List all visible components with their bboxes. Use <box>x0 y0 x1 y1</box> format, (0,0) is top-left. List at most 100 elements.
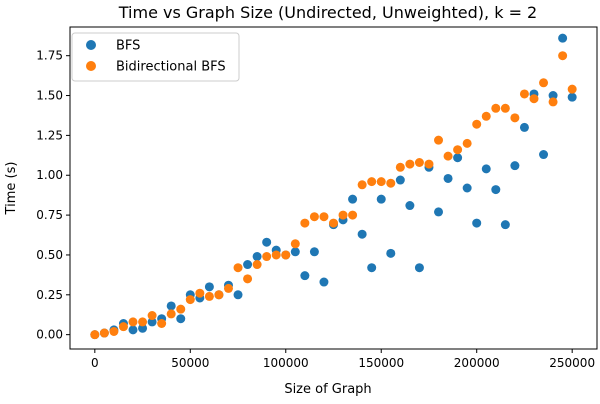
bfs-point <box>539 150 549 160</box>
y-tick-label: 1.50 <box>36 89 63 103</box>
legend-bidirectional-bfs-marker <box>86 61 96 71</box>
bidirectional-bfs-point <box>338 210 348 220</box>
bidirectional-bfs-point <box>204 291 214 301</box>
bidirectional-bfs-point <box>319 212 329 222</box>
bidirectional-bfs-point <box>395 162 405 172</box>
bfs-point <box>357 229 367 239</box>
bidirectional-bfs-point <box>558 51 568 61</box>
bidirectional-bfs-point <box>138 317 148 327</box>
bidirectional-bfs-point <box>329 218 338 228</box>
x-tick-label: 100000 <box>263 356 309 370</box>
x-tick-label: 0 <box>91 356 99 370</box>
bidirectional-bfs-point <box>519 89 529 99</box>
bfs-point <box>300 271 310 281</box>
bfs-point <box>166 301 176 311</box>
bidirectional-bfs-point <box>529 94 539 104</box>
bidirectional-bfs-point <box>348 210 358 220</box>
bidirectional-bfs-point <box>90 330 100 340</box>
legend-bfs-label: BFS <box>116 39 140 54</box>
bidirectional-bfs-point <box>176 304 186 314</box>
bfs-point <box>519 122 529 132</box>
bfs-point <box>233 290 243 300</box>
y-tick-label: 0.50 <box>36 248 63 262</box>
bfs-point <box>367 263 377 273</box>
axes-frame <box>69 26 598 350</box>
bfs-point <box>434 207 444 217</box>
bfs-point <box>548 91 558 101</box>
legend-bfs-marker <box>86 40 96 50</box>
bidirectional-bfs-point <box>472 119 482 129</box>
x-tick-label: 200000 <box>454 356 500 370</box>
bfs-point <box>252 252 262 262</box>
x-axis-label: Size of Graph <box>284 382 371 397</box>
bfs-point <box>472 218 482 228</box>
legend-bidirectional-bfs-label: Bidirectional BFS <box>116 60 226 75</box>
bfs-point <box>176 314 186 324</box>
bidirectional-bfs-point <box>271 250 281 260</box>
bidirectional-bfs-point <box>147 311 157 321</box>
bidirectional-bfs-point <box>128 317 138 327</box>
y-tick-label: 1.25 <box>36 128 63 142</box>
bfs-point <box>481 164 491 174</box>
bfs-point <box>453 153 463 163</box>
bidirectional-bfs-point <box>281 250 291 260</box>
bidirectional-bfs-point <box>567 84 577 94</box>
bidirectional-bfs-point <box>109 326 119 336</box>
legend: BFS Bidirectional BFS <box>71 32 240 82</box>
bfs-point <box>567 92 577 102</box>
bfs-point <box>510 161 520 171</box>
bfs-point <box>500 220 510 230</box>
plot-area: 0 50000 100000 150000 200000 250000 0.00 0.25 0.… <box>36 26 598 370</box>
bidirectional-bfs-point <box>367 177 377 187</box>
bfs-point <box>204 282 214 292</box>
y-tick-label: 0.75 <box>36 208 63 222</box>
bidirectional-bfs-point <box>252 260 262 270</box>
bfs-point <box>386 248 396 258</box>
bidirectional-bfs-point <box>223 283 233 293</box>
bidirectional-bfs-point <box>424 159 434 169</box>
bfs-point <box>395 175 405 185</box>
bidirectional-bfs-point <box>300 218 310 228</box>
bidirectional-bfs-point <box>462 138 472 148</box>
bfs-point <box>262 237 272 247</box>
bidirectional-bfs-point <box>214 290 224 300</box>
bidirectional-bfs-point <box>357 180 367 190</box>
bidirectional-bfs-point <box>491 103 501 113</box>
bidirectional-bfs-point <box>539 78 549 88</box>
bidirectional-bfs-point <box>510 113 520 123</box>
legend-box <box>71 32 240 82</box>
bfs-point <box>405 201 415 211</box>
x-tick-label: 250000 <box>549 356 595 370</box>
bidirectional-bfs-point <box>453 145 463 155</box>
bidirectional-bfs-point <box>99 328 109 338</box>
y-axis-label: Time (s) <box>4 162 19 216</box>
x-tick-label: 150000 <box>358 356 404 370</box>
bidirectional-bfs-point <box>386 178 396 188</box>
bfs-point <box>376 194 386 204</box>
bfs-point <box>138 323 148 333</box>
x-tick-label: 50000 <box>171 356 209 370</box>
bidirectional-bfs-point <box>548 97 558 107</box>
bfs-point <box>491 185 501 195</box>
bidirectional-bfs-point <box>376 177 386 187</box>
bidirectional-bfs-point <box>434 135 444 145</box>
bfs-point <box>558 33 568 43</box>
y-tick-label: 0.00 <box>36 328 63 342</box>
bfs-point <box>147 317 157 327</box>
bidirectional-bfs-point <box>500 103 510 113</box>
y-tick-label: 1.00 <box>36 168 63 182</box>
bidirectional-bfs-point <box>290 239 300 249</box>
bfs-point <box>243 260 253 270</box>
chart-title: Time vs Graph Size (Undirected, Unweight… <box>118 3 537 22</box>
bidirectional-bfs-point <box>118 322 128 332</box>
bidirectional-bfs-point <box>166 309 176 319</box>
y-tick-label: 0.25 <box>36 288 63 302</box>
bidirectional-bfs-point <box>195 288 205 298</box>
bidirectional-bfs-point <box>185 295 195 305</box>
bfs-point <box>414 263 424 273</box>
bfs-point <box>319 277 329 287</box>
bfs-point <box>462 183 472 193</box>
bfs-point <box>290 247 300 257</box>
